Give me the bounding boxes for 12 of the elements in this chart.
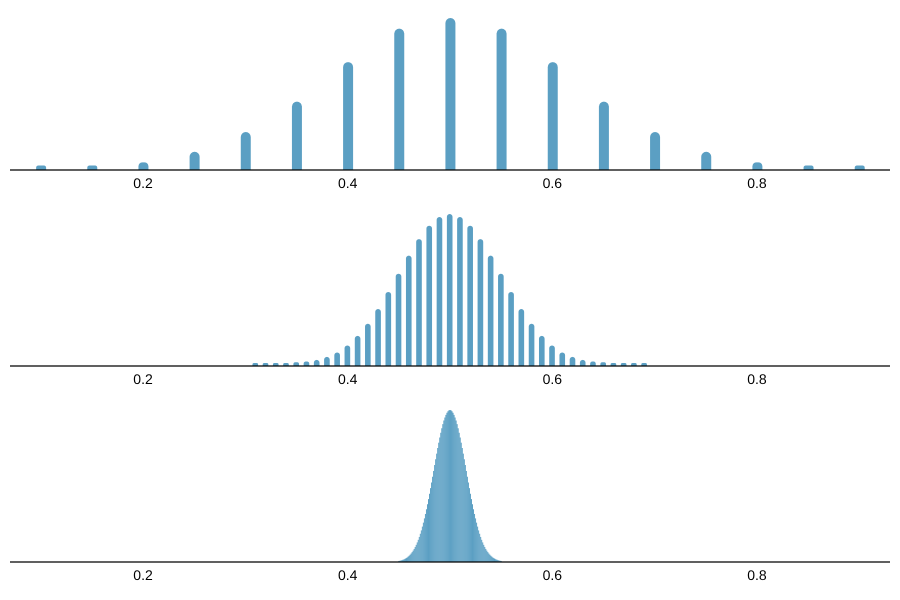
x-tick-label: 0.8: [747, 566, 767, 583]
x-tick-label: 0.6: [542, 566, 562, 583]
x-tick-label: 0.8: [747, 370, 767, 387]
x-tick-label: 0.2: [133, 370, 153, 387]
x-tick-label: 0.2: [133, 174, 153, 191]
x-tick-label: 0.6: [542, 174, 562, 191]
x-tick-label: 0.4: [338, 174, 358, 191]
x-tick-label: 0.4: [338, 566, 358, 583]
x-tick-label: 0.6: [542, 370, 562, 387]
x-tick-label: 0.2: [133, 566, 153, 583]
x-tick-label: 0.4: [338, 370, 358, 387]
x-tick-label: 0.8: [747, 174, 767, 191]
